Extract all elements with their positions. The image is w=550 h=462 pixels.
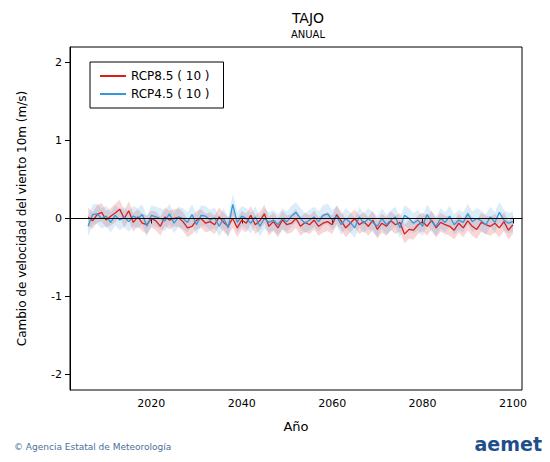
svg-text:2100: 2100	[499, 397, 527, 410]
svg-text:2040: 2040	[228, 397, 256, 410]
svg-text:RCP4.5 ( 10 ): RCP4.5 ( 10 )	[131, 87, 210, 101]
svg-text:RCP8.5 ( 10 ): RCP8.5 ( 10 )	[131, 69, 210, 83]
svg-text:0: 0	[55, 212, 62, 225]
svg-text:2080: 2080	[409, 397, 437, 410]
svg-text:2020: 2020	[137, 397, 165, 410]
svg-text:2060: 2060	[318, 397, 346, 410]
svg-text:Cambio de velocidad del viento: Cambio de velocidad del viento 10m (m/s)	[15, 91, 29, 346]
svg-text:-2: -2	[51, 368, 62, 381]
svg-text:TAJO: TAJO	[291, 10, 324, 26]
svg-text:aemet: aemet	[475, 433, 542, 455]
svg-text:2: 2	[55, 56, 62, 69]
svg-text:1: 1	[55, 134, 62, 147]
svg-text:Año: Año	[283, 419, 308, 434]
svg-text:-1: -1	[51, 290, 62, 303]
svg-text:© Agencia Estatal de Meteorolo: © Agencia Estatal de Meteorología	[14, 442, 171, 452]
svg-text:ANUAL: ANUAL	[291, 29, 325, 40]
